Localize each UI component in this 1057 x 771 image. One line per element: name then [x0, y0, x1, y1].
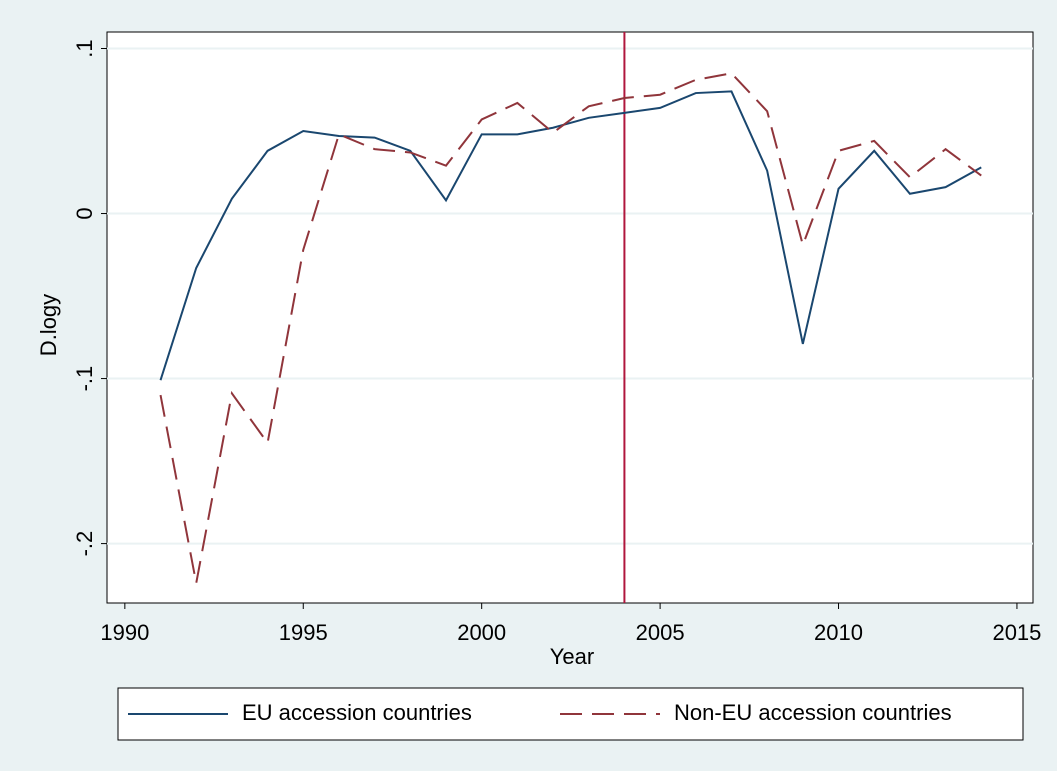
x-axis-label: Year — [550, 644, 594, 669]
y-tick-label: -.2 — [72, 531, 97, 557]
y-tick-label: -.1 — [72, 366, 97, 392]
x-tick-label: 2015 — [992, 620, 1041, 645]
series-line — [159, 72, 982, 584]
x-tick-label: 1990 — [100, 620, 149, 645]
y-tick-label: 0 — [72, 207, 97, 219]
y-tick-label: .1 — [72, 39, 97, 57]
x-tick-label: 2000 — [457, 620, 506, 645]
x-tick-label: 2005 — [636, 620, 685, 645]
x-tick-label: 2010 — [814, 620, 863, 645]
series-line — [159, 90, 982, 381]
x-tick-label: 1995 — [279, 620, 328, 645]
plot-area — [106, 31, 1034, 604]
legend-label: EU accession countries — [242, 700, 472, 725]
y-axis-label: D.logy — [36, 294, 61, 356]
legend-label: Non-EU accession countries — [674, 700, 952, 725]
